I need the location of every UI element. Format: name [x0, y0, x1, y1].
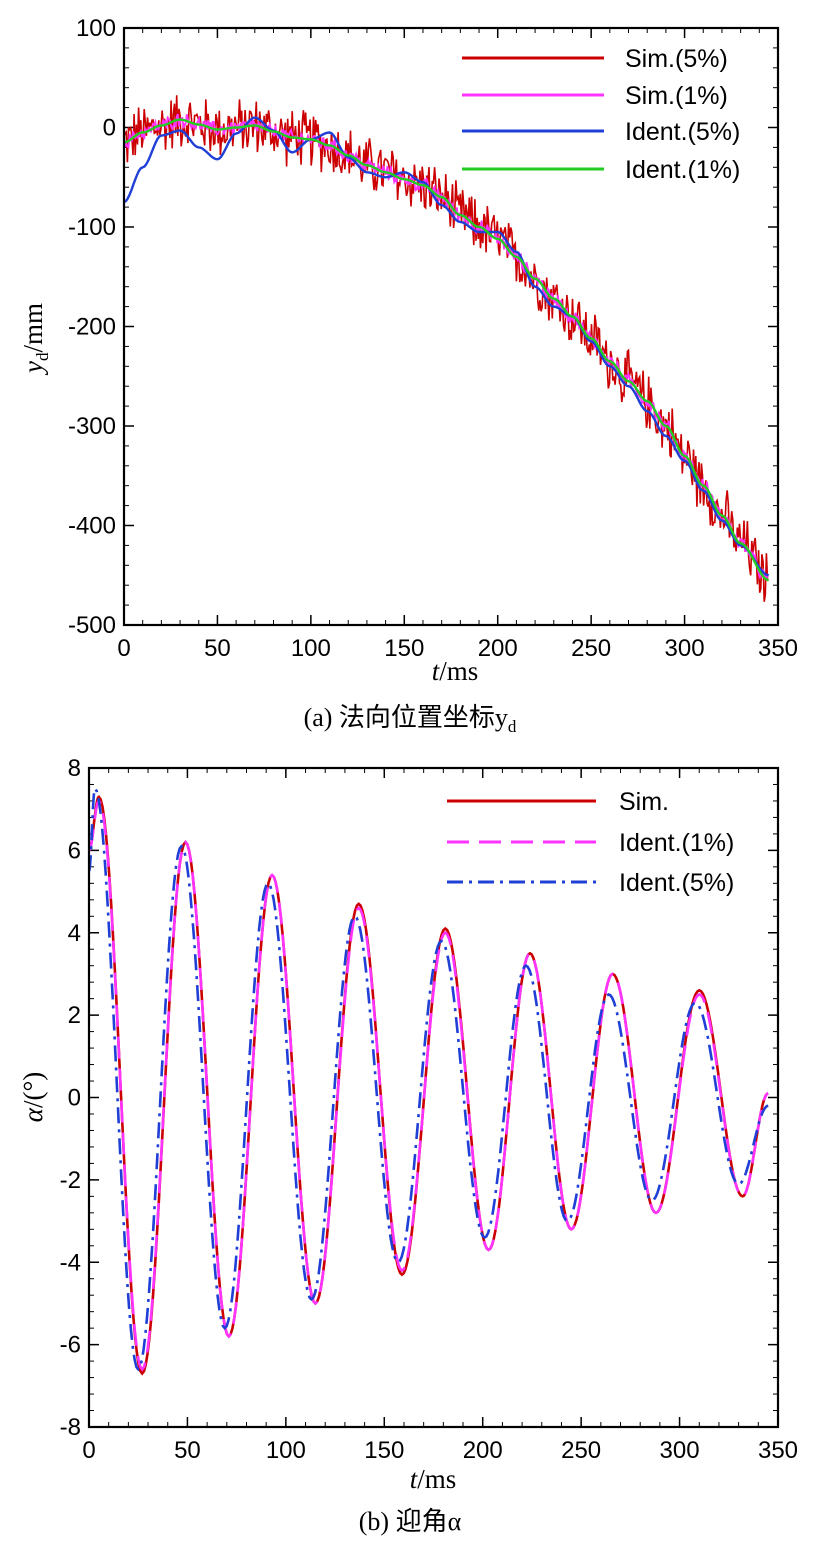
a-legend-label-ident5: Ident.(5%) — [625, 118, 740, 146]
a-series-ident-5pct — [123, 116, 769, 577]
b-caption: (b) 迎角α — [359, 1507, 462, 1536]
b-y-tick-label: 0 — [68, 1085, 81, 1112]
b-legend-label-ident1: Ident.(1%) — [619, 829, 734, 857]
a-y-tick-label: -400 — [68, 513, 116, 540]
a-legend-label-sim5: Sim.(5%) — [625, 45, 728, 73]
a-caption: (a) 法向位置坐标yd — [304, 703, 517, 736]
b-y-axis-label: α/(°) — [18, 1072, 48, 1122]
b-x-tick-label: 0 — [82, 1437, 95, 1464]
b-y-tick-label: 4 — [68, 920, 81, 947]
a-y-tick-label: 100 — [76, 15, 116, 42]
a-x-tick-label: 300 — [665, 635, 705, 662]
b-y-tick-label: 6 — [68, 837, 81, 864]
panel-a: 0 50 100 150 200 250 300 350 100 0 -100 -200 -300 -4… — [18, 15, 798, 736]
b-plot-frame — [87, 766, 780, 1429]
b-x-tick-label: 300 — [660, 1437, 700, 1464]
a-legend-label-sim1: Sim.(1%) — [625, 82, 728, 110]
a-y-tick-labels: 100 0 -100 -200 -300 -400 -500 — [68, 15, 116, 639]
a-plot-frame — [122, 26, 780, 627]
b-series — [87, 786, 769, 1376]
a-y-tick-label: -100 — [68, 214, 116, 241]
b-x-tick-label: 350 — [758, 1437, 798, 1464]
b-y-tick-label: -8 — [60, 1414, 81, 1441]
b-legend: Sim. Ident.(1%) Ident.(5%) — [447, 788, 734, 897]
a-legend-label-ident1: Ident.(1%) — [625, 156, 740, 184]
a-x-tick-label: 250 — [571, 635, 611, 662]
b-x-tick-label: 50 — [174, 1437, 201, 1464]
a-y-axis-label: yd/mm — [18, 303, 52, 376]
b-y-tick-label: -6 — [60, 1332, 81, 1359]
b-x-tick-label: 250 — [561, 1437, 601, 1464]
b-y-tick-label: 8 — [68, 755, 81, 782]
a-y-tick-label: -300 — [68, 413, 116, 440]
a-y-tick-label: 0 — [103, 115, 116, 142]
b-legend-label-sim: Sim. — [619, 788, 669, 816]
a-series-ident-1pct — [123, 118, 769, 582]
a-x-tick-label: 0 — [117, 635, 130, 662]
a-series — [123, 95, 769, 602]
b-legend-label-ident5: Ident.(5%) — [619, 869, 734, 897]
a-y-tick-label: -200 — [68, 314, 116, 341]
a-x-tick-label: 100 — [291, 635, 331, 662]
b-y-tick-label: -4 — [60, 1249, 81, 1276]
a-x-tick-label: 200 — [478, 635, 518, 662]
b-series-ident-5pct — [87, 786, 769, 1372]
a-x-axis-label: t/ms — [432, 656, 479, 686]
b-y-tick-label: 2 — [68, 1002, 81, 1029]
a-x-tick-label: 350 — [758, 635, 798, 662]
a-x-tick-label: 150 — [384, 635, 424, 662]
b-y-tick-labels: 8 6 4 2 0 -2 -4 -6 -8 — [60, 755, 81, 1441]
b-series-sim — [88, 794, 769, 1376]
panel-b: 0 50 100 150 200 250 300 350 8 6 4 2 0 -2 -4 -6 -8 t/ms… — [18, 755, 798, 1536]
b-x-tick-label: 200 — [463, 1437, 503, 1464]
a-x-tick-labels: 0 50 100 150 200 250 300 350 — [117, 635, 798, 662]
a-x-tick-label: 50 — [204, 635, 231, 662]
b-x-tick-labels: 0 50 100 150 200 250 300 350 — [82, 1437, 798, 1464]
a-y-tick-label: -500 — [68, 612, 116, 639]
b-x-axis-label: t/ms — [410, 1464, 457, 1494]
b-x-tick-label: 100 — [266, 1437, 306, 1464]
b-x-tick-label: 150 — [364, 1437, 404, 1464]
b-y-tick-label: -2 — [60, 1167, 81, 1194]
a-legend: Sim.(5%) Sim.(1%) Ident.(5%) Ident.(1%) — [462, 45, 740, 184]
